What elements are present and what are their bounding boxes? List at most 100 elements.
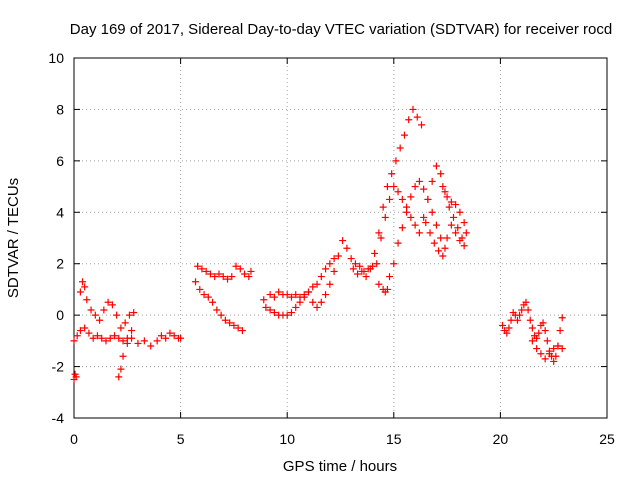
data-point	[539, 319, 547, 327]
data-point	[533, 345, 541, 353]
data-point	[209, 298, 217, 306]
data-point	[379, 203, 387, 211]
data-point	[87, 306, 95, 314]
y-tick-label: 4	[56, 204, 64, 220]
data-point	[292, 291, 300, 299]
data-point	[170, 332, 178, 340]
data-point	[113, 311, 121, 319]
y-tick-label: 10	[48, 50, 64, 66]
data-point	[409, 105, 417, 113]
data-point	[119, 352, 127, 360]
y-axis-title: SDTVAR / TECUs	[5, 178, 22, 298]
data-point	[460, 242, 468, 250]
data-point	[266, 306, 274, 314]
data-point	[439, 252, 447, 260]
data-point	[134, 339, 142, 347]
data-point	[371, 249, 379, 257]
data-point	[383, 285, 391, 293]
data-point	[460, 219, 468, 227]
series-segment-10	[377, 162, 466, 242]
data-point	[462, 229, 470, 237]
data-point	[441, 244, 449, 252]
data-point	[125, 311, 133, 319]
y-tick-labels: -4 -2 0 2 4 6 8 10	[48, 50, 64, 426]
data-point	[349, 265, 357, 273]
y-tick-label: 0	[56, 307, 64, 323]
y-tick-label: 6	[56, 153, 64, 169]
data-point	[330, 267, 338, 275]
data-point	[317, 273, 325, 281]
data-point	[119, 337, 127, 345]
data-point	[76, 327, 84, 335]
data-point	[394, 188, 402, 196]
data-point	[221, 316, 229, 324]
series-segment-8	[349, 105, 426, 281]
data-point	[554, 342, 562, 350]
data-point	[420, 185, 428, 193]
data-point	[224, 275, 232, 283]
data-point	[317, 298, 325, 306]
data-point	[407, 213, 415, 221]
data-point	[543, 337, 551, 345]
grid-lines	[74, 58, 607, 418]
x-tick-label: 10	[279, 431, 295, 447]
data-point	[503, 329, 511, 337]
data-point	[96, 316, 104, 324]
data-point	[339, 237, 347, 245]
data-point	[356, 262, 364, 270]
data-point	[400, 131, 408, 139]
plot-frame	[73, 57, 608, 419]
data-point	[535, 329, 543, 337]
data-point	[115, 373, 123, 381]
data-point	[552, 352, 560, 360]
data-point	[228, 273, 236, 281]
data-point	[104, 298, 112, 306]
data-point	[117, 365, 125, 373]
data-point	[415, 229, 423, 237]
y-tick-label: -4	[52, 410, 65, 426]
x-tick-label: 25	[599, 431, 615, 447]
data-point	[128, 327, 136, 335]
data-point	[91, 311, 99, 319]
data-point	[275, 288, 283, 296]
data-point	[550, 357, 558, 365]
data-point	[300, 291, 308, 299]
data-point	[309, 298, 317, 306]
data-point	[241, 270, 249, 278]
x-tick-label: 15	[386, 431, 402, 447]
series-segment-1	[70, 324, 136, 383]
data-point	[392, 157, 400, 165]
data-point	[283, 311, 291, 319]
x-axis-title: GPS time / hours	[283, 458, 397, 475]
data-point	[245, 273, 253, 281]
data-point	[398, 195, 406, 203]
data-point	[213, 306, 221, 314]
data-point	[403, 203, 411, 211]
data-point	[449, 213, 457, 221]
data-point	[439, 183, 447, 191]
data-point	[452, 229, 460, 237]
data-point	[443, 234, 451, 242]
data-point	[505, 324, 513, 332]
data-point	[128, 334, 136, 342]
data-point	[270, 309, 278, 317]
x-tick-label: 20	[493, 431, 509, 447]
data-point	[556, 327, 564, 335]
x-tick-labels: 0 5 10 15 20 25	[70, 431, 615, 447]
data-point	[388, 170, 396, 178]
data-point	[115, 334, 123, 342]
data-point	[558, 314, 566, 322]
data-point	[309, 283, 317, 291]
data-point	[219, 273, 227, 281]
data-point	[153, 337, 161, 345]
data-point	[106, 334, 114, 342]
data-point	[270, 293, 278, 301]
data-point	[447, 198, 455, 206]
data-point	[377, 234, 385, 242]
data-point	[437, 234, 445, 242]
data-point	[513, 316, 521, 324]
data-point	[533, 334, 541, 342]
data-point	[518, 306, 526, 314]
data-point	[507, 316, 515, 324]
data-point	[432, 221, 440, 229]
